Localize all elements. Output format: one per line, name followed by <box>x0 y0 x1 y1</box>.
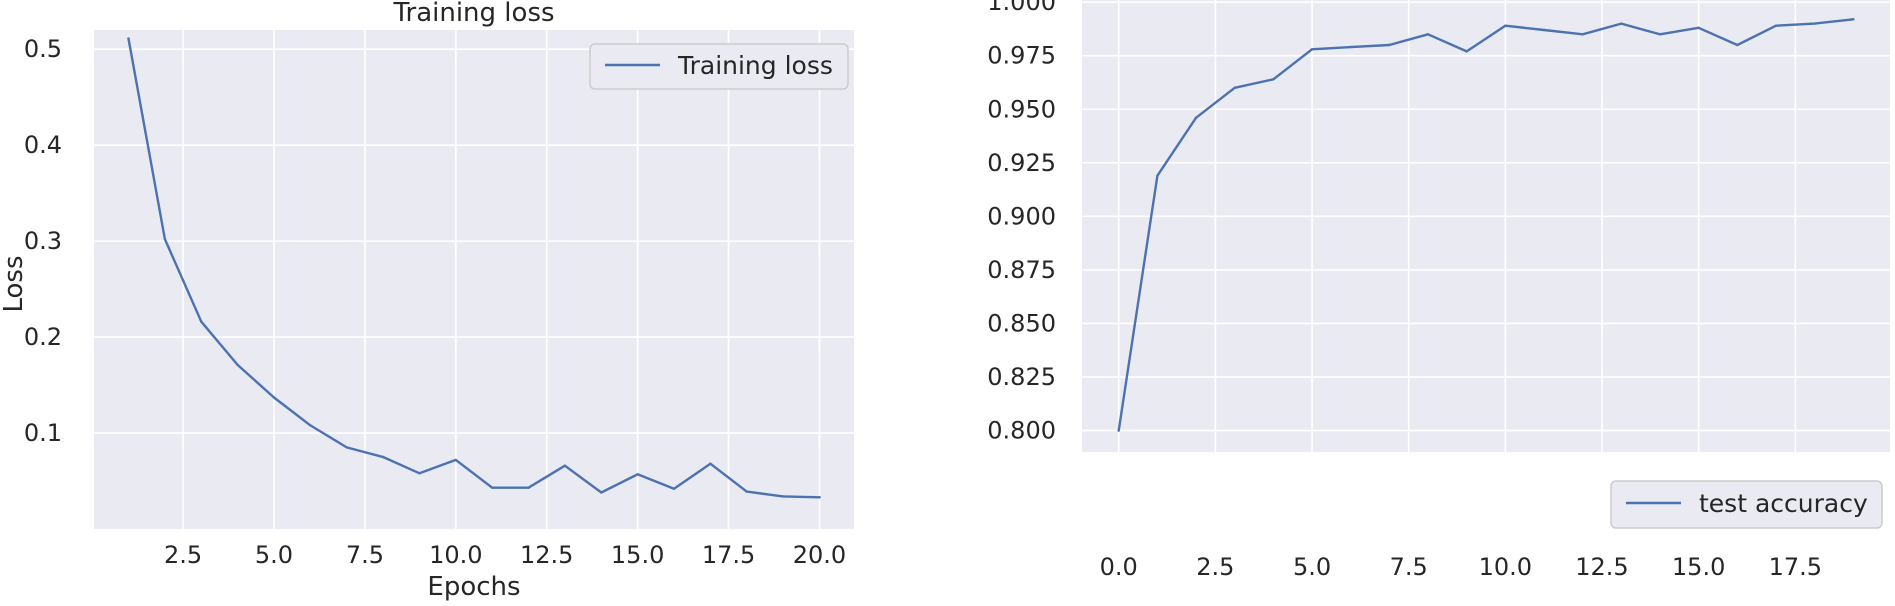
x-tick-label: 12.5 <box>520 541 573 569</box>
data-point <box>418 472 421 475</box>
y-tick-label: 0.850 <box>987 309 1056 337</box>
x-axis-label: Epochs <box>427 572 520 602</box>
legend: test accuracy <box>1610 480 1883 529</box>
data-point <box>1620 22 1623 25</box>
data-point <box>1504 24 1507 27</box>
plot-area <box>1082 0 1890 452</box>
x-tick-label: 2.5 <box>1196 553 1234 581</box>
x-tick-label: 7.5 <box>1390 553 1428 581</box>
data-point <box>1426 33 1430 36</box>
data-point <box>563 464 567 467</box>
y-tick-label: 0.875 <box>987 256 1056 284</box>
grid <box>1082 0 1890 452</box>
data-point <box>127 37 130 40</box>
data-point <box>309 424 312 427</box>
x-tick-labels: 0.0 2.5 5.0 7.5 10.0 12.5 15.0 17.5 <box>1100 553 1822 581</box>
x-tick-label: 17.5 <box>1769 553 1822 581</box>
data-point <box>818 496 821 499</box>
series-line <box>127 37 821 499</box>
x-tick-label: 5.0 <box>255 541 293 569</box>
legend: Training loss <box>589 43 849 90</box>
x-tick-label: 15.0 <box>611 541 664 569</box>
data-point <box>709 462 712 465</box>
data-point <box>1542 28 1546 32</box>
series <box>1117 18 1855 432</box>
chart-title: Training loss <box>392 0 554 28</box>
data-point <box>1272 78 1275 81</box>
x-tick-label: 12.5 <box>1575 553 1628 581</box>
y-tick-label: 0.1 <box>24 419 62 447</box>
series-line <box>1117 18 1855 432</box>
x-tick-labels: 2.5 5.0 7.5 10.0 12.5 15.0 17.5 20.0 <box>164 541 846 569</box>
data-point <box>1194 116 1198 120</box>
data-point <box>345 446 348 449</box>
data-point <box>1736 43 1739 47</box>
x-tick-label: 10.0 <box>1479 553 1532 581</box>
data-point <box>1852 18 1855 21</box>
data-point <box>381 455 385 459</box>
data-point <box>1233 86 1236 90</box>
x-tick-label: 7.5 <box>346 541 384 569</box>
legend-label: test accuracy <box>1699 489 1868 518</box>
data-point <box>636 473 639 476</box>
data-point <box>163 238 167 241</box>
x-tick-label: 2.5 <box>164 541 202 569</box>
y-tick-label: 0.925 <box>987 149 1056 177</box>
plot-area <box>94 30 854 529</box>
data-point <box>236 363 239 367</box>
data-point <box>781 495 785 498</box>
y-tick-label: 0.2 <box>24 323 62 351</box>
x-tick-label: 15.0 <box>1672 553 1725 581</box>
x-tick-label: 5.0 <box>1293 553 1331 581</box>
data-point <box>491 486 494 489</box>
x-tick-label: 20.0 <box>793 541 846 569</box>
legend-label: Training loss <box>677 51 833 80</box>
y-tick-label: 0.975 <box>987 42 1056 70</box>
x-tick-label: 10.0 <box>429 541 482 569</box>
y-tick-label: 0.950 <box>987 95 1056 123</box>
data-point <box>600 491 603 494</box>
data-point <box>1117 429 1120 432</box>
y-tick-label: 1.000 <box>987 0 1056 16</box>
training-loss-chart: Training loss 2.5 5.0 7.5 10.0 12.5 15.0 17.5 2… <box>0 0 854 602</box>
data-point <box>1658 33 1662 36</box>
x-tick-label: 0.0 <box>1100 553 1138 581</box>
series <box>127 37 821 499</box>
data-point <box>1465 50 1468 53</box>
data-point <box>1349 45 1352 49</box>
y-tick-label: 0.4 <box>24 131 62 159</box>
y-tick-label: 0.825 <box>987 363 1056 391</box>
y-axis-label: Loss <box>0 255 29 312</box>
test-accuracy-chart: 0.0 2.5 5.0 7.5 10.0 12.5 15.0 17.5 0.8000.8250… <box>987 0 1890 581</box>
data-point <box>1581 33 1584 36</box>
y-tick-label: 0.800 <box>987 417 1056 445</box>
x-tick-label: 17.5 <box>702 541 755 569</box>
y-tick-labels: 0.800 0.825 0.850 0.875 0.900 0.925 0.950 0.975… <box>987 0 1056 445</box>
legend-box <box>589 43 849 90</box>
data-point <box>1388 43 1391 47</box>
legend-box <box>1610 480 1883 529</box>
data-point <box>1697 26 1700 29</box>
data-point <box>1310 48 1314 51</box>
data-point <box>527 486 530 489</box>
data-point <box>272 396 276 399</box>
data-point <box>672 487 676 490</box>
y-tick-label: 0.5 <box>24 35 62 63</box>
data-point <box>1156 174 1159 177</box>
data-point <box>200 320 203 323</box>
y-tick-label: 0.900 <box>987 202 1056 230</box>
y-tick-labels: 0.1 0.2 0.3 0.4 0.5 <box>24 35 62 447</box>
data-point <box>745 490 748 493</box>
y-tick-label: 0.3 <box>24 227 62 255</box>
data-point <box>1774 24 1778 27</box>
data-point <box>1813 22 1816 25</box>
data-point <box>454 458 457 462</box>
